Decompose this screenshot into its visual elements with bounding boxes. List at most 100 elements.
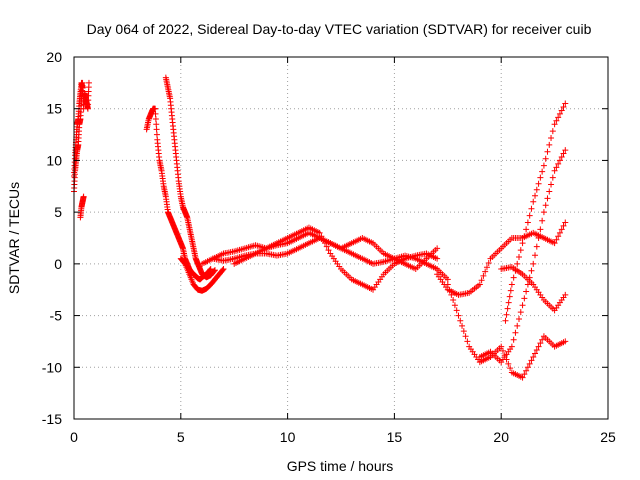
data-point — [535, 180, 542, 187]
data-point — [211, 267, 218, 274]
data-point — [526, 212, 533, 219]
y-tick-label: 10 — [46, 152, 62, 168]
data-point — [537, 226, 544, 233]
data-point — [553, 117, 560, 124]
x-tick-label: 5 — [177, 429, 185, 445]
data-point — [517, 309, 524, 316]
data-point — [549, 128, 556, 135]
data-point — [558, 107, 565, 114]
data-point — [523, 367, 530, 374]
data-point — [528, 267, 535, 274]
data-point — [207, 266, 214, 273]
data-point — [551, 121, 558, 128]
x-tick-label: 10 — [280, 429, 296, 445]
data-point — [528, 205, 535, 212]
data-point — [532, 192, 539, 199]
data-points — [71, 74, 569, 381]
series-late-a — [434, 219, 569, 298]
data-point — [519, 374, 526, 381]
data-point — [556, 110, 563, 117]
data-point — [508, 281, 515, 288]
plot-frame — [73, 56, 609, 420]
series-morning-b — [162, 74, 218, 281]
data-point — [323, 243, 330, 250]
series-early-b — [71, 79, 87, 195]
data-point — [451, 302, 458, 309]
data-point — [220, 266, 227, 273]
y-axis-label: SDTVAR / TECUs — [6, 182, 22, 294]
data-point — [512, 329, 519, 336]
data-point — [530, 198, 537, 205]
data-point — [539, 217, 546, 224]
data-point — [514, 260, 521, 267]
data-point — [476, 281, 483, 288]
data-point — [544, 195, 551, 202]
data-point — [152, 116, 159, 123]
data-point — [521, 371, 528, 378]
y-tick-label: 5 — [54, 204, 62, 220]
data-point — [551, 167, 558, 174]
data-point — [507, 365, 514, 372]
data-point — [535, 235, 542, 241]
data-point — [562, 291, 569, 298]
data-point — [537, 340, 544, 347]
data-point — [507, 287, 514, 294]
data-point — [548, 181, 555, 188]
data-point — [533, 186, 540, 193]
data-point — [524, 364, 531, 371]
data-point — [562, 147, 569, 154]
data-point — [510, 274, 517, 281]
data-point — [560, 150, 567, 157]
data-point — [152, 110, 159, 117]
data-point — [478, 277, 485, 284]
data-point — [532, 350, 539, 357]
data-point — [482, 268, 489, 275]
data-point — [219, 266, 226, 273]
data-point — [558, 226, 565, 233]
data-point — [325, 247, 332, 254]
y-tick-label: 15 — [46, 101, 62, 117]
series-early-d — [81, 79, 92, 112]
data-point — [551, 240, 558, 247]
data-point — [533, 243, 540, 250]
data-point — [555, 233, 562, 240]
data-point — [483, 264, 490, 271]
series-late-e — [498, 263, 569, 314]
data-point — [537, 174, 544, 181]
data-point — [506, 293, 513, 300]
series-morning-a — [143, 105, 214, 283]
data-point — [517, 247, 524, 254]
x-tick-label: 20 — [493, 429, 509, 445]
data-point — [544, 148, 551, 155]
data-point — [532, 252, 539, 259]
data-point — [460, 328, 467, 335]
data-point — [152, 105, 159, 112]
y-tick-label: -15 — [42, 411, 62, 427]
data-point — [516, 253, 522, 260]
data-point — [539, 336, 546, 343]
data-point — [480, 272, 487, 279]
data-point — [546, 141, 553, 148]
series-mid-c — [231, 235, 441, 273]
chart-title: Day 064 of 2022, Sidereal Day-to-day VTE… — [87, 21, 592, 37]
data-point — [560, 103, 567, 110]
data-point — [542, 155, 549, 162]
data-point — [562, 100, 569, 107]
data-point — [153, 126, 160, 133]
data-point — [519, 240, 526, 247]
data-point — [556, 157, 563, 164]
data-point — [153, 131, 160, 138]
data-point — [530, 260, 537, 267]
data-point — [521, 295, 528, 302]
data-point — [499, 347, 506, 354]
data-point — [528, 357, 535, 364]
data-point — [542, 202, 549, 209]
data-point — [446, 286, 453, 293]
data-point — [457, 317, 464, 324]
data-point — [521, 233, 528, 240]
data-point — [444, 276, 451, 283]
data-point — [448, 291, 455, 298]
series-morning-c — [177, 255, 227, 294]
data-point — [505, 360, 512, 367]
